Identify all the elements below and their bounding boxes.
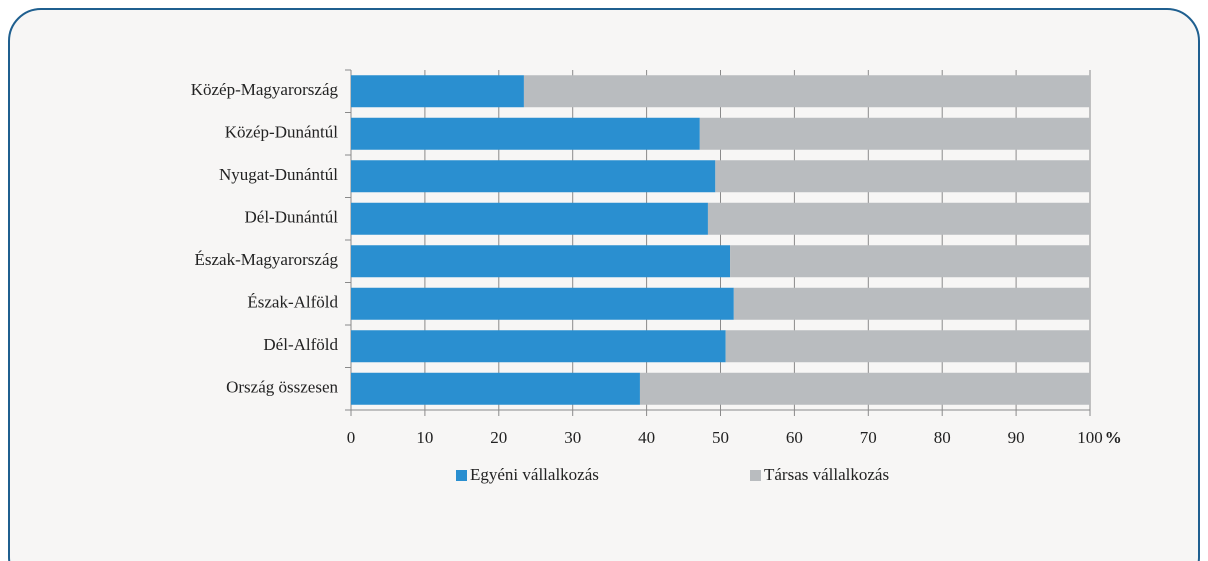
bar-segment bbox=[639, 372, 1090, 405]
y-tick-label: Észak-Alföld bbox=[247, 293, 338, 312]
y-tick-label: Nyugat-Dunántúl bbox=[219, 165, 338, 184]
bar-segment bbox=[523, 75, 1090, 108]
y-tick-label: Ország összesen bbox=[226, 378, 338, 397]
bar-segment bbox=[351, 202, 708, 235]
y-tick-label: Közép-Magyarország bbox=[191, 80, 339, 99]
bar-segment bbox=[351, 117, 700, 150]
x-tick-label: 50 bbox=[712, 428, 729, 447]
x-tick-label: 20 bbox=[490, 428, 507, 447]
bar-segment bbox=[351, 245, 731, 278]
y-tick-label: Dél-Alföld bbox=[263, 335, 338, 354]
bar-segment bbox=[351, 75, 524, 108]
bar-segment bbox=[707, 202, 1090, 235]
x-tick-label: 60 bbox=[786, 428, 803, 447]
bar-segment bbox=[733, 287, 1090, 320]
y-tick-label: Dél-Dunántúl bbox=[245, 208, 339, 227]
legend-label: Egyéni vállalkozás bbox=[470, 465, 599, 484]
x-tick-label: 80 bbox=[934, 428, 951, 447]
bar-segment bbox=[715, 160, 1090, 193]
legend-swatch bbox=[750, 470, 761, 481]
x-axis-label: % bbox=[1105, 428, 1122, 447]
bar-segment bbox=[725, 330, 1090, 363]
x-tick-label: 90 bbox=[1008, 428, 1025, 447]
x-tick-label: 100 bbox=[1077, 428, 1103, 447]
x-tick-label: 0 bbox=[347, 428, 356, 447]
legend-label: Társas vállalkozás bbox=[764, 465, 889, 484]
bar-segment bbox=[351, 160, 716, 193]
x-tick-label: 40 bbox=[638, 428, 655, 447]
bar-segment bbox=[351, 330, 726, 363]
legend-swatch bbox=[456, 470, 467, 481]
y-tick-label: Észak-Magyarország bbox=[195, 250, 339, 269]
x-tick-label: 10 bbox=[416, 428, 433, 447]
bar-segment bbox=[730, 245, 1090, 278]
bar-segment bbox=[351, 372, 640, 405]
bar-segment bbox=[351, 287, 734, 320]
y-tick-label: Közép-Dunántúl bbox=[225, 123, 339, 142]
bar-segment bbox=[699, 117, 1090, 150]
x-tick-label: 30 bbox=[564, 428, 581, 447]
x-tick-label: 70 bbox=[860, 428, 877, 447]
